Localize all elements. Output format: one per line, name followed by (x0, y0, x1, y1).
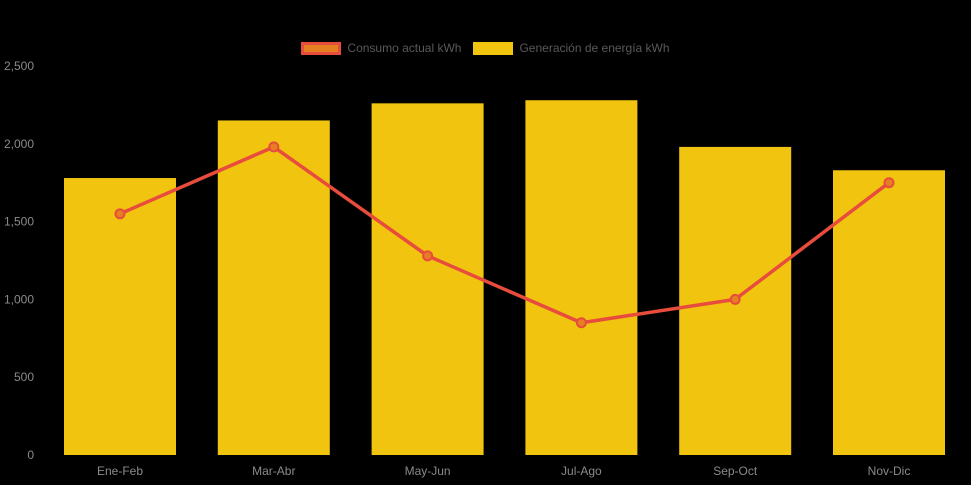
x-axis-label-nov-dic: Nov-Dic (868, 464, 911, 478)
x-axis-label-sep-oct: Sep-Oct (713, 464, 758, 478)
y-axis-tick-label: 0 (27, 448, 34, 462)
bar-may-jun (371, 103, 484, 456)
line-point-mar-abr (268, 141, 280, 153)
legend-item-generacion[interactable]: Generación de energía kWh (473, 41, 670, 55)
legend-label-generacion: Generación de energía kWh (519, 41, 670, 55)
y-axis-tick-label: 1,000 (4, 292, 34, 306)
bar-jul-ago (525, 100, 638, 456)
bar-mar-abr (217, 120, 330, 456)
y-axis-tick-label: 2,000 (4, 137, 34, 151)
y-axis-tick-label: 1,500 (4, 215, 34, 229)
y-axis-tick-label: 2,500 (4, 59, 34, 73)
line-point-nov-dic (883, 177, 895, 189)
line-point-may-jun (422, 250, 434, 262)
bar-nov-dic (833, 170, 945, 455)
x-axis-label-ene-feb: Ene-Feb (97, 464, 143, 478)
x-axis-label-may-jun: May-Jun (405, 464, 451, 478)
legend-item-consumo[interactable]: Consumo actual kWh (301, 41, 461, 55)
legend-swatch-generacion-icon (473, 41, 514, 55)
line-point-ene-feb (114, 208, 126, 220)
y-axis-tick-label: 500 (14, 370, 34, 384)
line-point-sep-oct (729, 293, 741, 305)
x-axis-label-mar-abr: Mar-Abr (252, 464, 295, 478)
line-point-jul-ago (575, 317, 587, 329)
legend-swatch-consumo-icon (301, 41, 342, 55)
consumption-line (118, 145, 891, 325)
legend: Consumo actual kWh Generación de energía… (0, 41, 971, 55)
bar-ene-feb (64, 178, 176, 456)
x-axis-label-jul-ago: Jul-Ago (561, 464, 602, 478)
legend-label-consumo: Consumo actual kWh (347, 41, 462, 55)
